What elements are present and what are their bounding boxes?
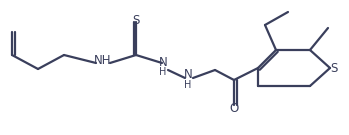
Text: S: S <box>330 62 338 75</box>
Text: S: S <box>132 14 140 26</box>
Text: NH: NH <box>94 53 112 67</box>
Text: H: H <box>184 80 192 90</box>
Text: N: N <box>184 68 192 82</box>
Text: N: N <box>159 55 168 68</box>
Text: H: H <box>159 67 167 77</box>
Text: O: O <box>229 102 239 116</box>
